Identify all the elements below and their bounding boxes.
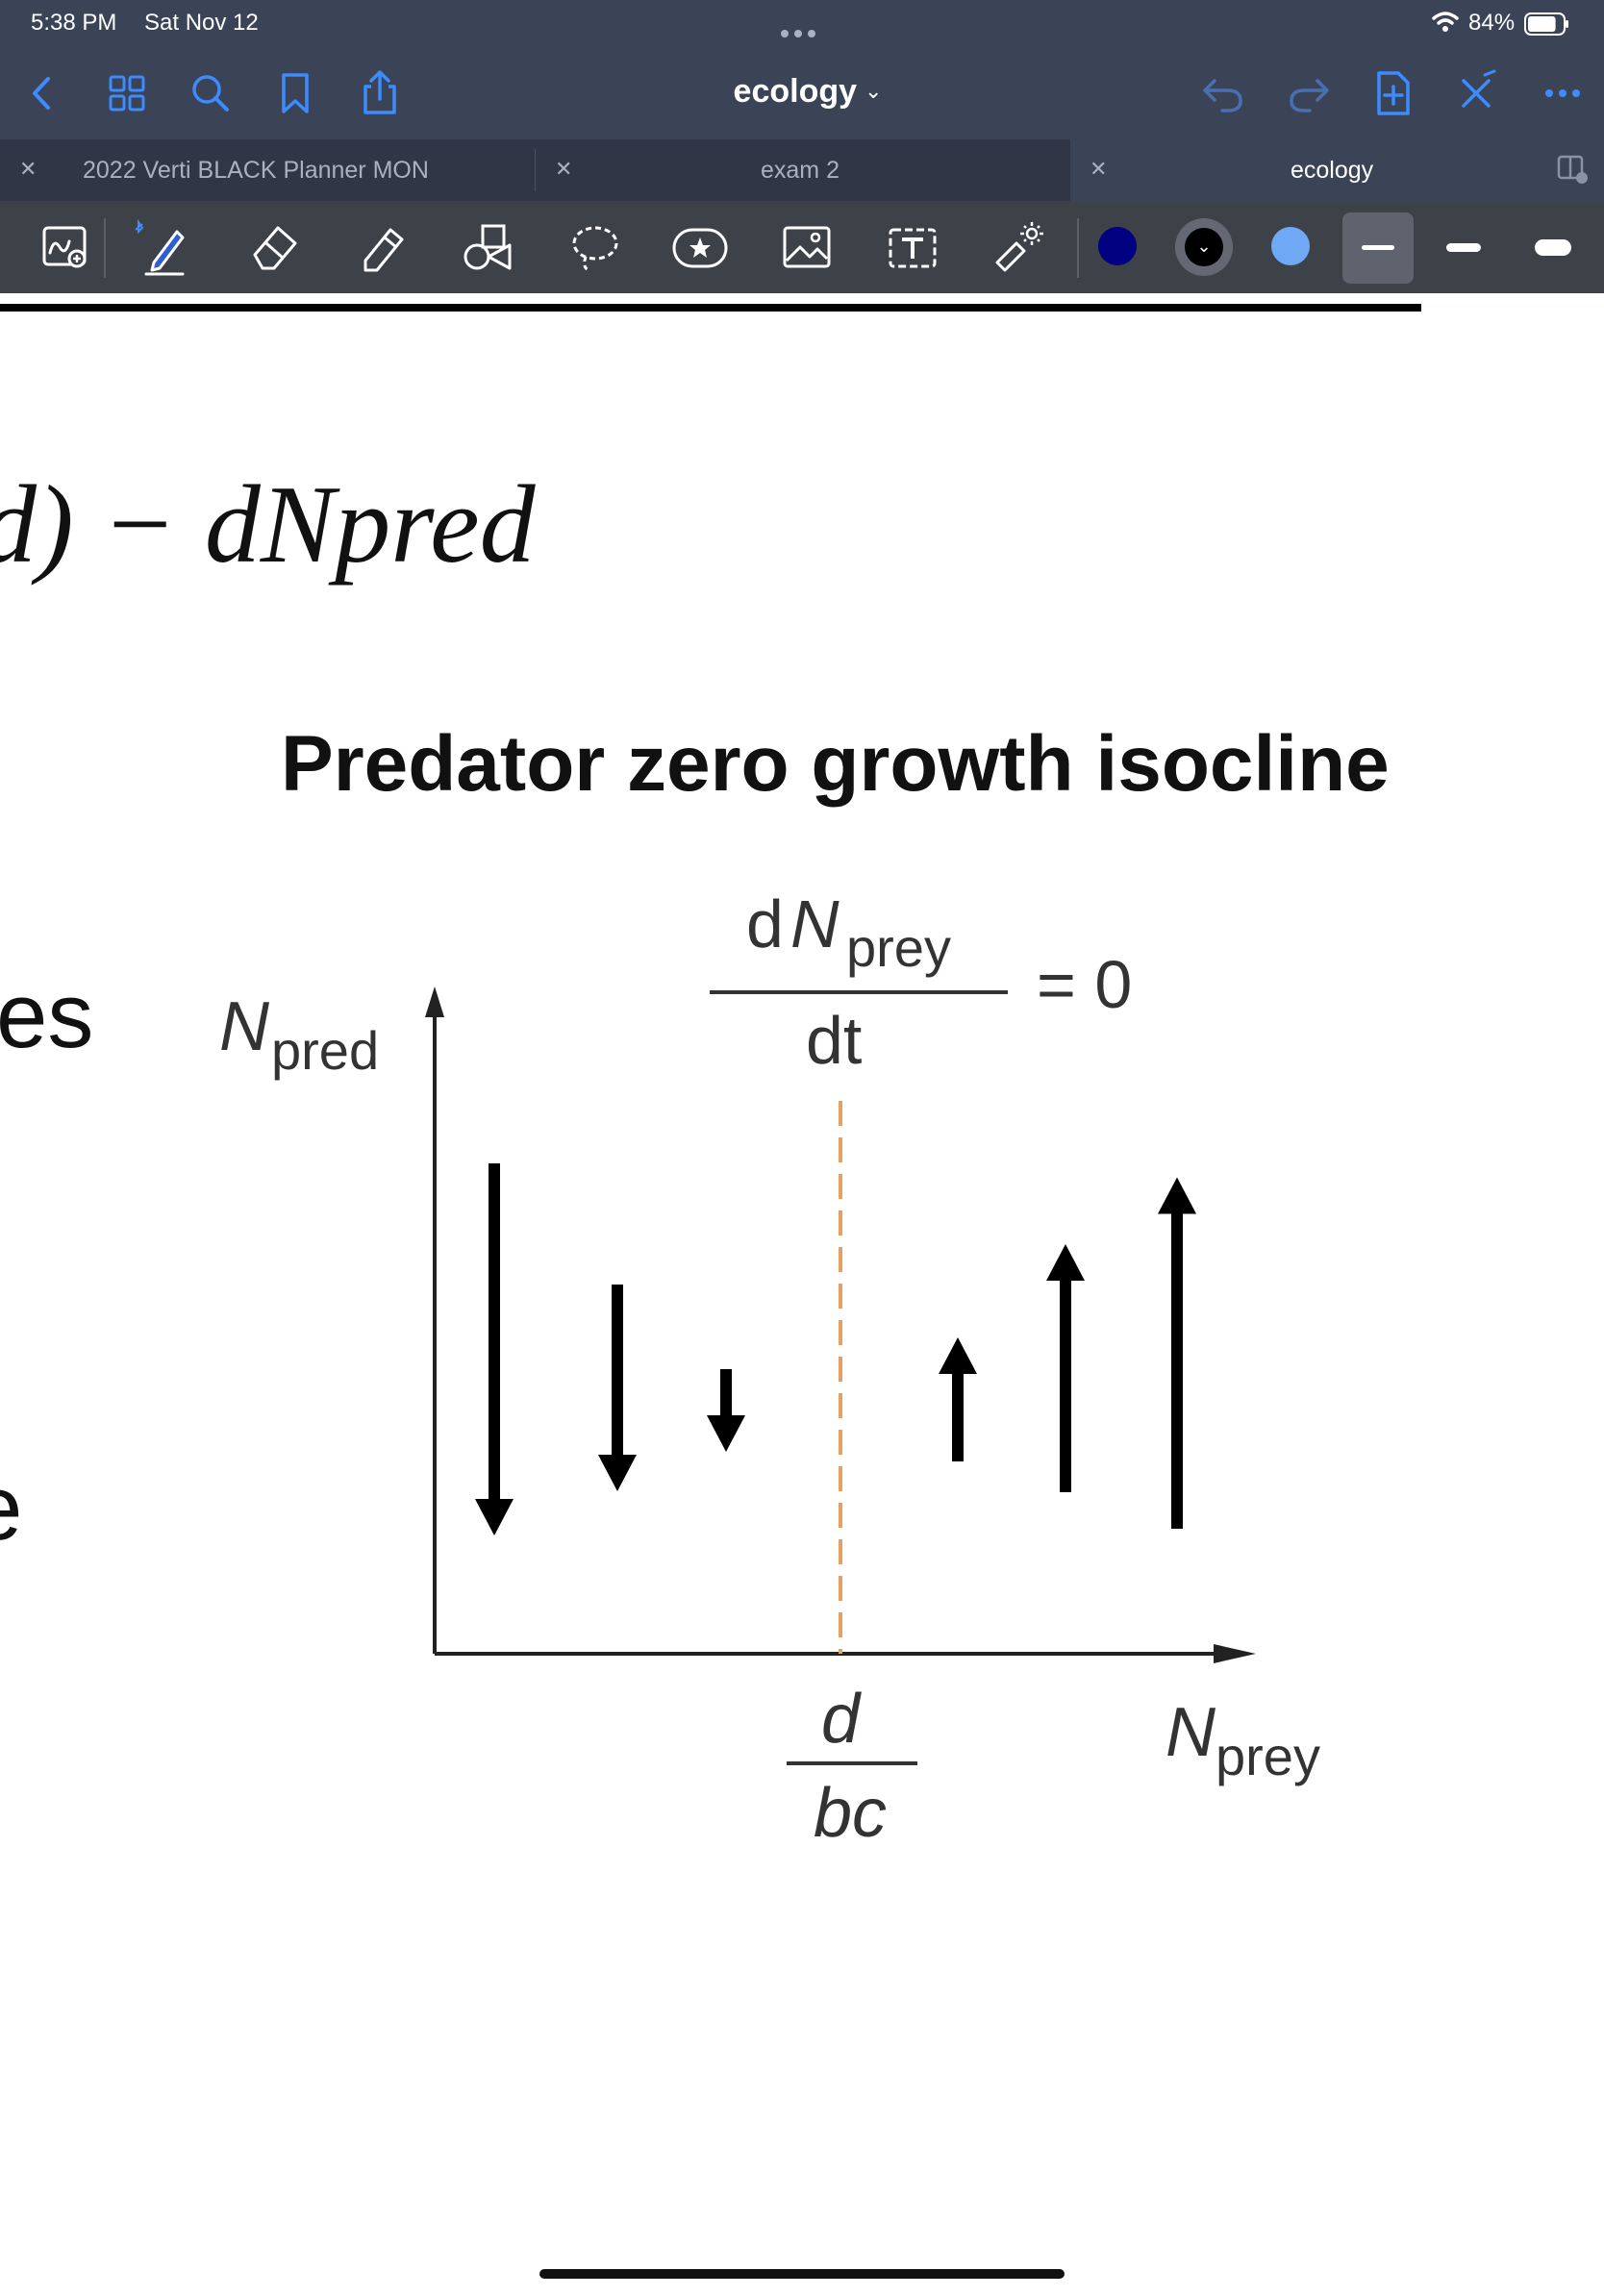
battery-icon — [1524, 12, 1568, 36]
stroke-thin-preview — [1362, 245, 1394, 250]
isocline-label-sub: prey — [846, 917, 951, 978]
share-icon[interactable] — [354, 67, 406, 119]
arrowhead-down-3 — [707, 1415, 745, 1452]
tab-ecology[interactable]: ✕ ecology — [1070, 139, 1604, 201]
multitasking-dots-icon[interactable] — [781, 17, 827, 37]
tab-label: ecology — [1291, 157, 1374, 184]
highlighter-icon[interactable] — [352, 218, 412, 278]
laser-pointer-icon[interactable] — [988, 218, 1047, 278]
tab-label: 2022 Verti BLACK Planner MON — [83, 157, 429, 184]
isocline-label-N: N — [790, 886, 840, 961]
color-swatch-black-selected[interactable]: ⌄ — [1175, 218, 1233, 276]
home-indicator[interactable] — [539, 2269, 1065, 2279]
toolbar-divider — [1077, 218, 1079, 278]
y-axis-arrowhead — [425, 986, 444, 1017]
eraser-icon[interactable] — [245, 218, 305, 278]
bookmark-icon[interactable] — [269, 67, 321, 119]
formula-fragment: d) − dNpred — [0, 463, 536, 586]
pen-icon[interactable] — [133, 218, 192, 278]
stroke-thin-selected[interactable] — [1342, 212, 1414, 284]
toolbar-divider — [104, 218, 106, 278]
color-swatch-navy[interactable] — [1098, 227, 1137, 265]
document-title-menu[interactable]: ecology ⌄ — [712, 73, 904, 111]
y-axis-label-sub: pred — [271, 1020, 379, 1081]
tab-bar: ✕ 2022 Verti BLACK Planner MON ✕ exam 2 … — [0, 139, 1604, 201]
navigation-bar: ecology ⌄ — [0, 48, 1604, 139]
add-page-icon[interactable] — [1367, 67, 1419, 119]
document-title: ecology — [733, 73, 858, 110]
status-time: 5:38 PM — [31, 10, 117, 36]
arrowhead-up-4 — [939, 1337, 977, 1374]
wifi-icon — [1432, 12, 1459, 32]
arrowhead-down-2 — [598, 1455, 637, 1491]
close-icon[interactable]: ✕ — [19, 157, 38, 181]
search-icon[interactable] — [185, 67, 237, 119]
chevron-down-icon: ⌄ — [865, 79, 883, 103]
x-axis-label-sub: prey — [1216, 1726, 1320, 1786]
x-axis-arrowhead — [1214, 1644, 1256, 1663]
elements-icon[interactable] — [670, 218, 730, 278]
close-icon[interactable]: ✕ — [1090, 157, 1108, 181]
isocline-label-dt: dt — [806, 1003, 862, 1078]
stroke-thick[interactable] — [1535, 239, 1571, 256]
image-icon[interactable] — [777, 218, 837, 278]
redo-icon[interactable] — [1283, 67, 1335, 119]
threshold-denominator: bc — [814, 1775, 887, 1852]
threshold-numerator: d — [821, 1681, 862, 1758]
split-view-icon[interactable] — [1555, 153, 1590, 186]
lasso-icon[interactable] — [564, 218, 624, 278]
page-top-rule — [0, 304, 1421, 312]
dynamics-arrows — [475, 1163, 1196, 1535]
color-swatch-light-blue[interactable] — [1271, 227, 1310, 265]
zoom-window-icon[interactable] — [37, 218, 96, 278]
thumbnails-grid-icon[interactable] — [101, 67, 153, 119]
more-icon[interactable] — [1537, 67, 1589, 119]
y-axis-label-main: N — [219, 988, 270, 1065]
tab-exam-2[interactable]: ✕ exam 2 — [536, 139, 1070, 201]
shapes-icon[interactable] — [458, 218, 517, 278]
tab-label: exam 2 — [761, 157, 840, 184]
status-bar: 5:38 PM Sat Nov 12 84% — [0, 0, 1604, 48]
cropped-text-fragment: e — [0, 1456, 22, 1561]
x-axis-label-main: N — [1165, 1694, 1216, 1771]
tab-planner[interactable]: ✕ 2022 Verti BLACK Planner MON — [0, 139, 535, 201]
close-pen-mode-icon[interactable] — [1450, 67, 1502, 119]
tab-divider — [535, 149, 536, 191]
arrowhead-up-5 — [1046, 1244, 1085, 1281]
stroke-medium[interactable] — [1446, 243, 1481, 252]
tools-toolbar: ⌄ — [0, 201, 1604, 293]
back-chevron-icon[interactable] — [15, 67, 67, 119]
cropped-text-fragment: es — [0, 964, 94, 1067]
undo-icon[interactable] — [1197, 67, 1249, 119]
isocline-label-equals: = 0 — [1037, 947, 1132, 1022]
arrowhead-down-1 — [475, 1499, 514, 1535]
chevron-down-icon: ⌄ — [1185, 228, 1223, 266]
battery-percentage: 84% — [1468, 10, 1516, 36]
isocline-label-d: d — [746, 886, 784, 961]
close-icon[interactable]: ✕ — [555, 157, 573, 181]
arrowhead-up-6 — [1158, 1177, 1196, 1214]
status-date: Sat Nov 12 — [144, 10, 259, 36]
text-icon[interactable] — [883, 218, 942, 278]
slide-heading: Predator zero growth isocline — [281, 720, 1390, 808]
app-chrome: 5:38 PM Sat Nov 12 84% — [0, 0, 1604, 293]
